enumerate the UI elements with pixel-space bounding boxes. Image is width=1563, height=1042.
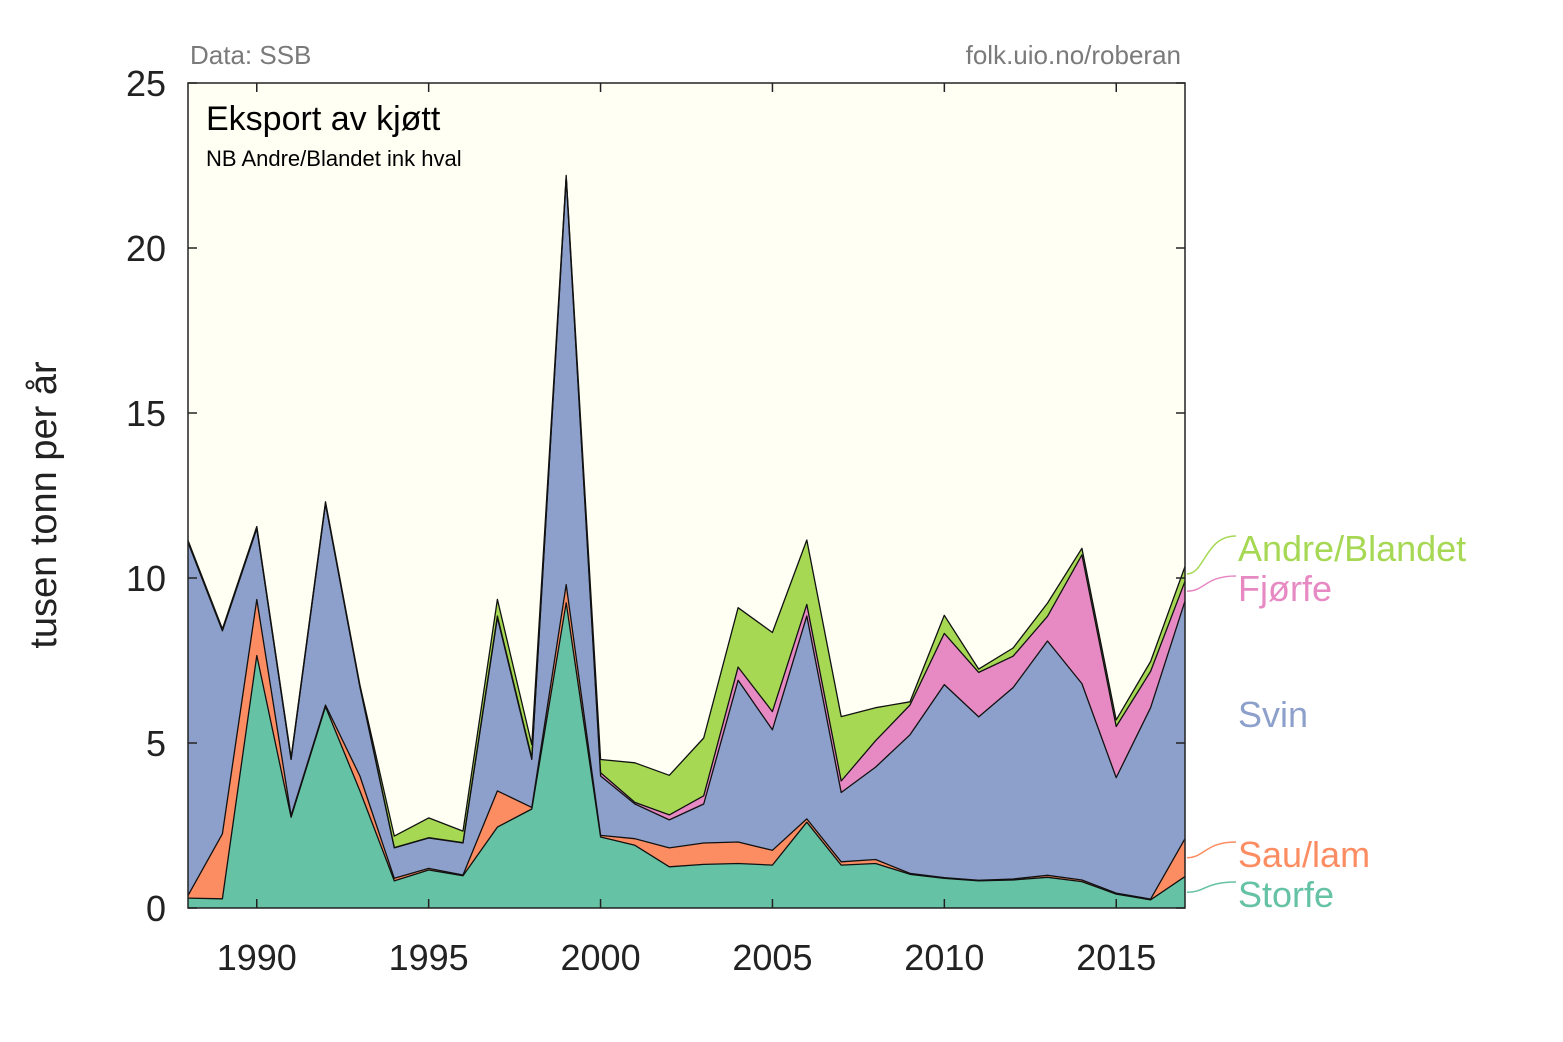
x-tick-label: 1995 bbox=[389, 937, 469, 978]
leader-line bbox=[1186, 575, 1237, 592]
series-label-sau-lam: Sau/lam bbox=[1238, 834, 1370, 875]
boundary-andre-blandet bbox=[187, 174, 1186, 837]
y-tick-label: 10 bbox=[126, 558, 166, 599]
y-tick-label: 15 bbox=[126, 393, 166, 434]
y-tick-label: 0 bbox=[146, 888, 166, 929]
area-boundaries bbox=[187, 174, 1186, 901]
area-fj-rfe bbox=[188, 177, 1185, 848]
boundary-sau-lam bbox=[187, 583, 1186, 900]
area-storfe bbox=[188, 602, 1185, 908]
series-label-svin: Svin bbox=[1238, 694, 1308, 735]
x-tick-label: 2010 bbox=[904, 937, 984, 978]
leader-line bbox=[1186, 535, 1237, 575]
x-tick-label: 2005 bbox=[732, 937, 812, 978]
series-label-andre-blandet: Andre/Blandet bbox=[1238, 528, 1466, 569]
axis-ticks: 1990 1995 2000 2005 2010 2015 0 5 10 15 20 25 bbox=[126, 63, 1185, 978]
leader-line bbox=[1186, 881, 1237, 894]
stacked-areas bbox=[188, 175, 1185, 908]
plot-frame bbox=[187, 82, 1186, 909]
y-tick-label: 5 bbox=[146, 723, 166, 764]
y-axis-label: tusen tonn per år bbox=[23, 361, 65, 649]
source-right-text: folk.uio.no/roberan bbox=[966, 40, 1181, 70]
series-label-storfe: Storfe bbox=[1238, 874, 1334, 915]
y-tick-label: 20 bbox=[126, 228, 166, 269]
source-left-text: Data: SSB bbox=[190, 40, 311, 70]
x-tick-label: 2000 bbox=[561, 937, 641, 978]
area-svin bbox=[188, 178, 1185, 900]
x-tick-label: 1990 bbox=[217, 937, 297, 978]
x-tick-label: 2015 bbox=[1076, 937, 1156, 978]
leader-line bbox=[1186, 841, 1237, 859]
y-tick-label: 25 bbox=[126, 63, 166, 104]
chart-subtitle: NB Andre/Blandet ink hval bbox=[206, 146, 462, 171]
series-label-fj-rfe: Fjørfe bbox=[1238, 568, 1332, 609]
boundary-storfe bbox=[187, 602, 1186, 901]
chart-title: Eksport av kjøtt bbox=[206, 100, 441, 138]
